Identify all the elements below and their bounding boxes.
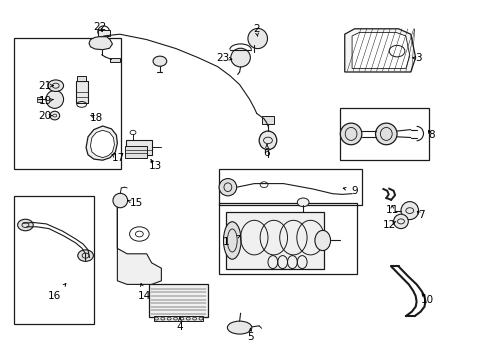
Circle shape bbox=[48, 80, 63, 91]
Text: 22: 22 bbox=[93, 22, 106, 32]
Bar bbox=[37, 97, 41, 102]
Circle shape bbox=[18, 219, 33, 231]
Ellipse shape bbox=[259, 131, 276, 150]
Ellipse shape bbox=[219, 179, 236, 196]
Ellipse shape bbox=[393, 214, 407, 229]
Text: 4: 4 bbox=[176, 322, 183, 332]
Text: 6: 6 bbox=[263, 148, 270, 158]
Circle shape bbox=[78, 250, 93, 261]
Ellipse shape bbox=[223, 222, 241, 259]
Ellipse shape bbox=[400, 202, 418, 220]
Bar bbox=[154, 316, 203, 321]
Ellipse shape bbox=[227, 321, 251, 334]
Polygon shape bbox=[117, 205, 161, 284]
Bar bbox=[219, 203, 356, 274]
Bar bbox=[76, 81, 88, 103]
Ellipse shape bbox=[231, 49, 249, 66]
Text: 7: 7 bbox=[417, 210, 424, 220]
Circle shape bbox=[297, 198, 308, 207]
Bar bbox=[77, 76, 86, 81]
Polygon shape bbox=[351, 32, 409, 68]
Bar bbox=[124, 146, 146, 158]
Text: 14: 14 bbox=[137, 291, 151, 301]
Text: 17: 17 bbox=[111, 153, 125, 163]
Text: 9: 9 bbox=[351, 186, 358, 196]
Ellipse shape bbox=[247, 28, 267, 49]
Text: 3: 3 bbox=[414, 53, 421, 63]
Text: 18: 18 bbox=[90, 113, 103, 123]
Ellipse shape bbox=[340, 123, 361, 145]
Bar bbox=[149, 284, 207, 317]
Text: 16: 16 bbox=[48, 291, 61, 301]
Text: 1: 1 bbox=[223, 237, 229, 247]
Text: 15: 15 bbox=[129, 198, 142, 208]
Ellipse shape bbox=[375, 123, 396, 145]
Bar bbox=[126, 140, 151, 155]
Text: 13: 13 bbox=[148, 161, 162, 171]
Text: 20: 20 bbox=[39, 111, 51, 121]
Ellipse shape bbox=[113, 193, 127, 208]
Ellipse shape bbox=[50, 111, 60, 120]
Polygon shape bbox=[86, 126, 117, 160]
Ellipse shape bbox=[314, 230, 330, 251]
Text: 12: 12 bbox=[382, 220, 395, 230]
Circle shape bbox=[129, 227, 149, 241]
Polygon shape bbox=[344, 29, 415, 72]
Bar bbox=[14, 38, 121, 169]
Text: 23: 23 bbox=[215, 53, 229, 63]
Text: 19: 19 bbox=[38, 96, 52, 106]
Text: 10: 10 bbox=[421, 294, 433, 305]
Text: 5: 5 bbox=[246, 332, 253, 342]
Ellipse shape bbox=[230, 48, 250, 67]
Circle shape bbox=[388, 45, 404, 57]
Text: 11: 11 bbox=[385, 204, 398, 215]
Text: 21: 21 bbox=[38, 81, 52, 91]
Ellipse shape bbox=[46, 90, 63, 108]
Bar bbox=[219, 169, 361, 205]
Bar bbox=[98, 30, 110, 36]
Polygon shape bbox=[89, 37, 112, 50]
Bar bbox=[110, 58, 120, 62]
Polygon shape bbox=[90, 130, 114, 158]
Bar bbox=[339, 108, 428, 160]
Circle shape bbox=[153, 56, 166, 66]
Bar bbox=[261, 116, 274, 124]
Bar bbox=[226, 212, 324, 269]
Text: 2: 2 bbox=[252, 24, 259, 34]
Text: 8: 8 bbox=[427, 130, 434, 140]
Bar bbox=[14, 196, 94, 324]
